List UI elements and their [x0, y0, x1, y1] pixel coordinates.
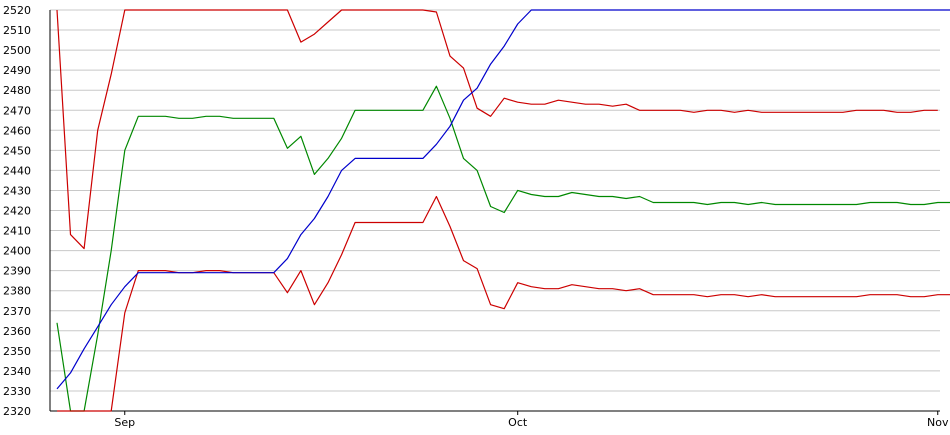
x-axis-tick-labels: Sep Oct Nov — [114, 416, 949, 429]
y-tick-label-2520: 2520 — [3, 4, 31, 17]
x-tick-label-nov: Nov — [927, 416, 949, 429]
series-line-1 — [56, 9, 938, 250]
y-tick-label-2430: 2430 — [3, 184, 31, 197]
x-tick-label-oct: Oct — [508, 416, 528, 429]
y-tick-label-2380: 2380 — [3, 285, 31, 298]
series-lines — [56, 9, 950, 412]
grid — [50, 9, 940, 412]
series-line-4 — [56, 9, 950, 390]
y-tick-label-2480: 2480 — [3, 84, 31, 97]
y-tick-label-2330: 2330 — [3, 385, 31, 398]
y-tick-label-2400: 2400 — [3, 245, 31, 258]
y-axis-tick-labels: 2320 2330 2340 2350 2360 2370 2380 2390 2400 2410… — [3, 4, 31, 418]
y-tick-label-2470: 2470 — [3, 104, 31, 117]
y-tick-label-2460: 2460 — [3, 124, 31, 137]
y-tick-label-2440: 2440 — [3, 164, 31, 177]
series-line-2 — [56, 85, 950, 412]
y-tick-label-2360: 2360 — [3, 325, 31, 338]
y-tick-label-2410: 2410 — [3, 225, 31, 238]
y-tick-label-2500: 2500 — [3, 44, 31, 57]
axes — [49, 10, 940, 415]
y-tick-label-2320: 2320 — [3, 405, 31, 418]
y-tick-label-2490: 2490 — [3, 64, 31, 77]
y-tick-label-2510: 2510 — [3, 24, 31, 37]
y-tick-label-2350: 2350 — [3, 345, 31, 358]
y-tick-label-2340: 2340 — [3, 365, 31, 378]
y-tick-label-2420: 2420 — [3, 205, 31, 218]
x-tick-label-sep: Sep — [114, 416, 135, 429]
series-line-3 — [57, 195, 950, 412]
y-tick-label-2450: 2450 — [3, 144, 31, 157]
y-tick-label-2370: 2370 — [3, 305, 31, 318]
y-tick-label-2390: 2390 — [3, 265, 31, 278]
